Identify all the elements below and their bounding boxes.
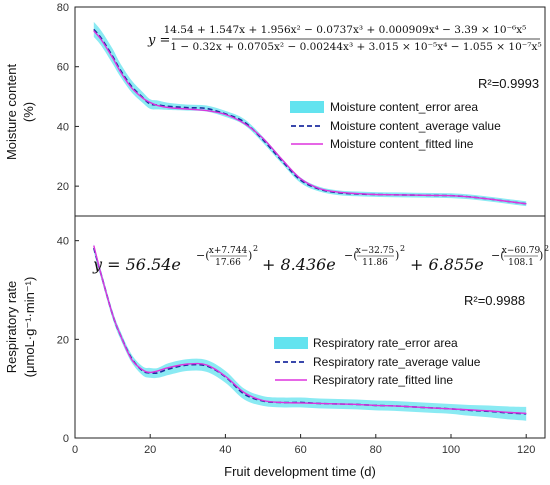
top-y-axis-title: Moisture content — [4, 64, 19, 160]
bottom-eq-exp1-num: x+7.744 — [209, 246, 248, 256]
top-legend-average-label: Moisture content_average value — [330, 119, 501, 133]
top-y-tick-label: 40 — [57, 121, 69, 133]
bottom-y-ticks: 0 20 40 — [57, 236, 79, 445]
top-r2: R²=0.9993 — [478, 76, 539, 91]
top-legend-error-label: Moisture content_error area — [330, 100, 478, 114]
bottom-eq-exp2-sign: −( — [344, 249, 358, 262]
bottom-x-ticks: 0 20 40 60 80 100 120 — [72, 434, 535, 456]
bottom-legend-error-label: Respiratory rate_error area — [313, 336, 458, 350]
top-y-tick-label: 20 — [57, 181, 69, 193]
bottom-legend-average-label: Respiratory rate_average value — [313, 355, 481, 369]
bottom-eq-exp1-den: 17.66 — [215, 258, 241, 268]
top-y-ticks: 20 40 60 80 — [57, 2, 79, 193]
top-eq-lhs: y = — [147, 33, 170, 48]
bottom-eq-exp2: −( x−32.75 11.86 ) 2 — [344, 244, 405, 268]
bottom-panel-frame — [74, 215, 546, 439]
bottom-legend-fitted-label: Respiratory rate_fitted line — [313, 373, 453, 387]
x-tick-label: 40 — [219, 444, 231, 456]
bottom-eq-exp3-den: 108.1 — [508, 258, 534, 268]
bottom-y-axis-unit: (μmoL·g⁻¹·min⁻¹) — [22, 277, 37, 378]
top-y-tick-label: 60 — [57, 62, 69, 74]
bottom-eq-exp2-close: ) — [395, 249, 399, 262]
top-legend: Moisture content_error area Moisture con… — [290, 100, 501, 151]
bottom-legend: Respiratory rate_error area Respiratory … — [274, 336, 481, 387]
bottom-eq-exp3-sign: −( — [491, 249, 505, 262]
bottom-eq-exp2-num: x−32.75 — [356, 246, 395, 256]
top-legend-error-swatch — [290, 101, 324, 113]
bottom-eq-lhs: y = 56.54e — [92, 255, 181, 274]
x-tick-label: 0 — [72, 444, 78, 456]
top-y-axis-unit: (%) — [21, 102, 36, 122]
bottom-eq-exp1: −( x+7.744 17.66 ) 2 — [196, 244, 258, 268]
bottom-eq-mid2: + 6.855e — [410, 255, 484, 274]
bottom-eq-exp3: −( x−60.79 108.1 ) 2 — [491, 244, 549, 268]
bottom-r2: R²=0.9988 — [464, 293, 525, 308]
bottom-y-axis-title: Respiratory rate — [4, 281, 19, 373]
x-tick-label: 60 — [294, 444, 306, 456]
bottom-eq-exp2-pow: 2 — [400, 244, 405, 253]
top-equation: y = 14.54 + 1.547x + 1.956x² − 0.0737x³ … — [147, 24, 542, 53]
bottom-y-tick-label: 40 — [57, 236, 69, 248]
top-fitted-line — [93, 30, 527, 205]
bottom-eq-exp2-den: 11.86 — [362, 258, 388, 268]
x-tick-label: 120 — [517, 444, 535, 456]
x-tick-label: 20 — [144, 444, 156, 456]
bottom-eq-mid1: + 8.436e — [262, 255, 336, 274]
bottom-eq-exp1-close: ) — [248, 249, 252, 262]
top-eq-numerator: 14.54 + 1.547x + 1.956x² − 0.0737x³ + 0.… — [164, 24, 527, 36]
top-average-line — [93, 28, 527, 205]
top-y-tick-label: 80 — [57, 2, 69, 14]
bottom-eq-exp1-sign: −( — [196, 249, 210, 262]
bottom-y-tick-label: 0 — [63, 433, 69, 445]
bottom-legend-error-swatch — [274, 337, 308, 349]
x-tick-label: 80 — [370, 444, 382, 456]
bottom-eq-exp3-close: ) — [539, 249, 543, 262]
bottom-eq-exp3-pow: 2 — [544, 244, 549, 253]
top-legend-fitted-label: Moisture content_fitted line — [330, 137, 474, 151]
x-axis-title: Fruit development time (d) — [224, 464, 376, 479]
bottom-eq-exp3-num: x−60.79 — [502, 246, 541, 256]
bottom-y-tick-label: 20 — [57, 334, 69, 346]
top-eq-denominator: 1 − 0.32x + 0.0705x² − 0.00244x³ + 3.015… — [170, 41, 541, 53]
x-tick-label: 100 — [442, 444, 460, 456]
bottom-equation: y = 56.54e −( x+7.744 17.66 ) 2 + 8.436e… — [92, 244, 549, 274]
bottom-fitted-line — [93, 245, 527, 415]
bottom-eq-exp1-pow: 2 — [253, 244, 258, 253]
